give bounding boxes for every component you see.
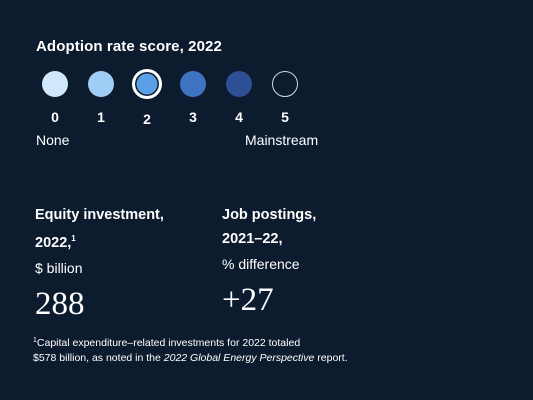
metric-heading: Equity investment, <box>35 207 164 223</box>
score-dot-2 <box>132 69 162 99</box>
equity-investment-metric: Equity investment, 2022,1 $ billion 288 <box>35 203 225 322</box>
metric-heading: Job postings, <box>222 207 317 223</box>
score-4: 4 <box>224 69 254 125</box>
metric-value: +27 <box>222 282 274 318</box>
score-2: 2 <box>132 69 162 127</box>
footnote-marker: 1 <box>33 337 37 344</box>
metric-heading-year: 2021–22, <box>222 231 283 247</box>
score-dot-3 <box>180 71 206 97</box>
score-label-5: 5 <box>281 109 289 125</box>
score-label-1: 1 <box>97 109 105 125</box>
adoption-title: Adoption rate score, 2022 <box>36 38 222 55</box>
metric-heading-year: 2022,1 <box>35 234 76 251</box>
score-label-0: 0 <box>51 109 59 125</box>
score-label-4: 4 <box>235 109 243 125</box>
score-label-2: 2 <box>143 111 151 127</box>
score-0: 0 <box>40 69 70 125</box>
footnote-text-3: report. <box>314 352 348 364</box>
metric-unit: $ billion <box>35 260 83 276</box>
footnote-report-title: 2022 Global Energy Perspective <box>163 352 315 364</box>
score-dot-1 <box>88 71 114 97</box>
score-3: 3 <box>178 69 208 125</box>
scale-low-label: None <box>36 132 70 148</box>
adoption-scale: 0 1 2 3 4 5 <box>40 69 320 159</box>
scale-high-label: Mainstream <box>245 132 319 148</box>
footnote-text-2: $578 billion, as noted in the <box>33 352 164 364</box>
footnote-text-1: Capital expenditure–related investments … <box>36 337 301 349</box>
metric-unit: % difference <box>222 256 300 272</box>
score-dot-4 <box>226 71 252 97</box>
job-postings-metric: Job postings, 2021–22, % difference +27 <box>222 203 412 318</box>
footnote-ref: 1 <box>71 234 76 243</box>
score-dot-0 <box>42 71 68 97</box>
metric-value: 288 <box>35 286 85 322</box>
footnote: 1Capital expenditure–related investments… <box>33 333 503 366</box>
score-dot-5 <box>272 71 298 97</box>
score-5: 5 <box>270 69 300 125</box>
score-label-3: 3 <box>189 109 197 125</box>
score-1: 1 <box>86 69 116 125</box>
